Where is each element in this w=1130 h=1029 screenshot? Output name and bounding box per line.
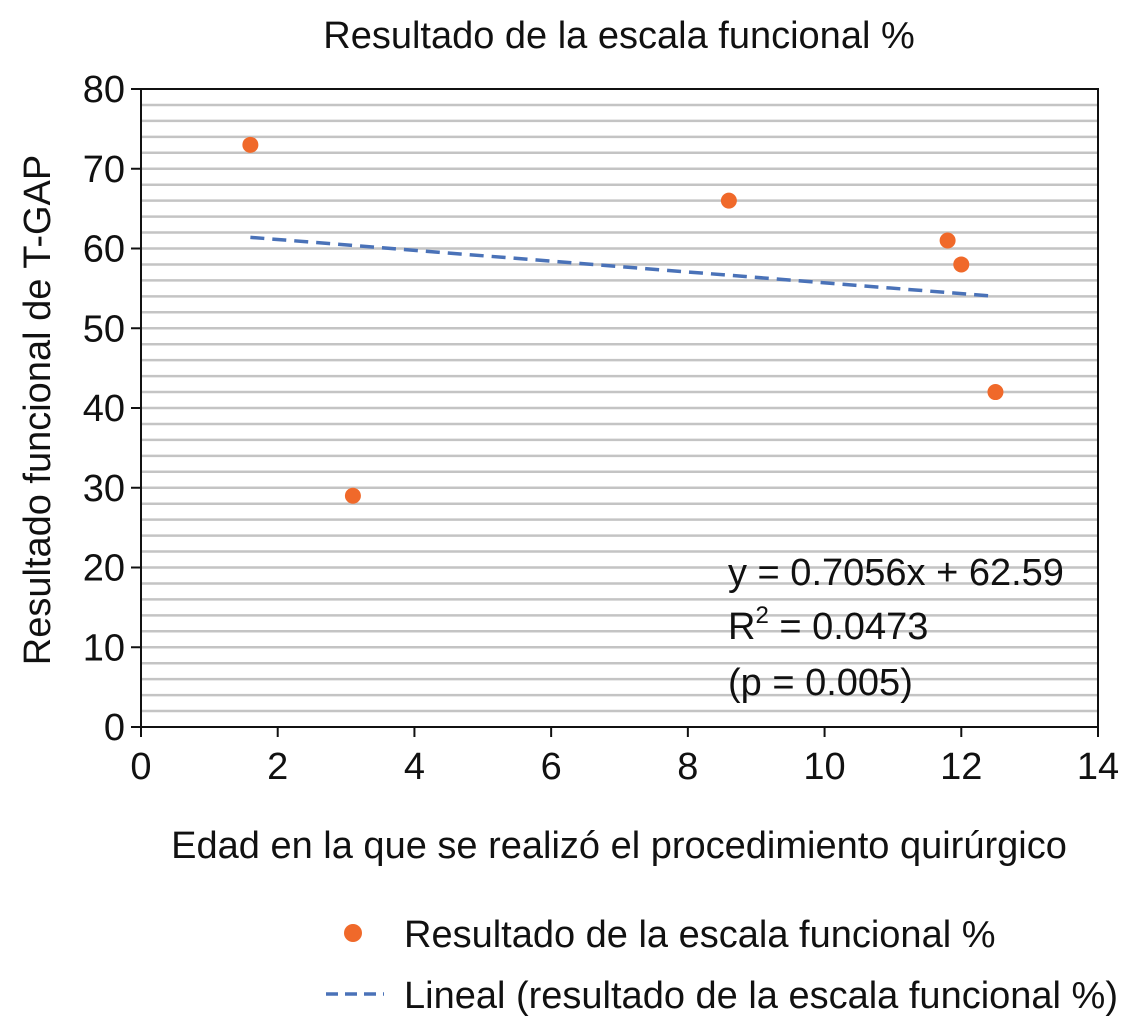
y-tick-label: 50 — [83, 308, 125, 350]
r-squared-label: R2 = 0.0473 — [728, 602, 928, 648]
legend-label-scatter: Resultado de la escala funcional % — [404, 914, 996, 956]
x-tick-label: 8 — [677, 746, 698, 788]
data-point — [953, 256, 970, 273]
equation-label: y = 0.7056x + 62.59 — [728, 552, 1064, 594]
x-tick-label: 0 — [130, 746, 151, 788]
p-value-label: (p = 0.005) — [728, 662, 913, 704]
data-point — [939, 232, 956, 249]
y-axis-label: Resultado funcional de T-GAP — [17, 155, 59, 666]
trendline — [250, 235, 996, 299]
data-point — [720, 192, 737, 209]
x-tick-label: 4 — [404, 746, 425, 788]
x-tick-label: 12 — [940, 746, 982, 788]
x-tick-label: 2 — [267, 746, 288, 788]
data-point — [242, 136, 259, 153]
x-axis-label: Edad en la que se realizó el procedimien… — [171, 825, 1067, 867]
legend-marker-scatter — [344, 924, 362, 942]
data-points — [242, 136, 1004, 504]
y-tick-label: 60 — [83, 229, 125, 271]
y-tick-label: 80 — [83, 69, 125, 111]
x-axis: 0 2 4 6 8 10 12 14 — [130, 727, 1119, 788]
y-tick-label: 70 — [83, 149, 125, 191]
chart-title: Resultado de la escala funcional % — [323, 15, 915, 57]
grid-lines — [141, 103, 1098, 713]
y-tick-label: 10 — [83, 627, 125, 669]
data-point — [987, 384, 1004, 401]
y-tick-label: 20 — [83, 548, 125, 590]
x-tick-label: 14 — [1077, 746, 1119, 788]
data-point — [344, 487, 361, 504]
y-tick-label: 0 — [104, 707, 125, 749]
x-tick-label: 6 — [541, 746, 562, 788]
legend: Resultado de la escala funcional % Linea… — [326, 914, 1118, 1017]
y-tick-label: 40 — [83, 388, 125, 430]
legend-label-trendline: Lineal (resultado de la escala funcional… — [404, 975, 1118, 1017]
y-axis: 0 10 20 30 40 50 60 70 80 — [83, 69, 141, 749]
x-tick-label: 10 — [803, 746, 845, 788]
y-tick-label: 30 — [83, 468, 125, 510]
